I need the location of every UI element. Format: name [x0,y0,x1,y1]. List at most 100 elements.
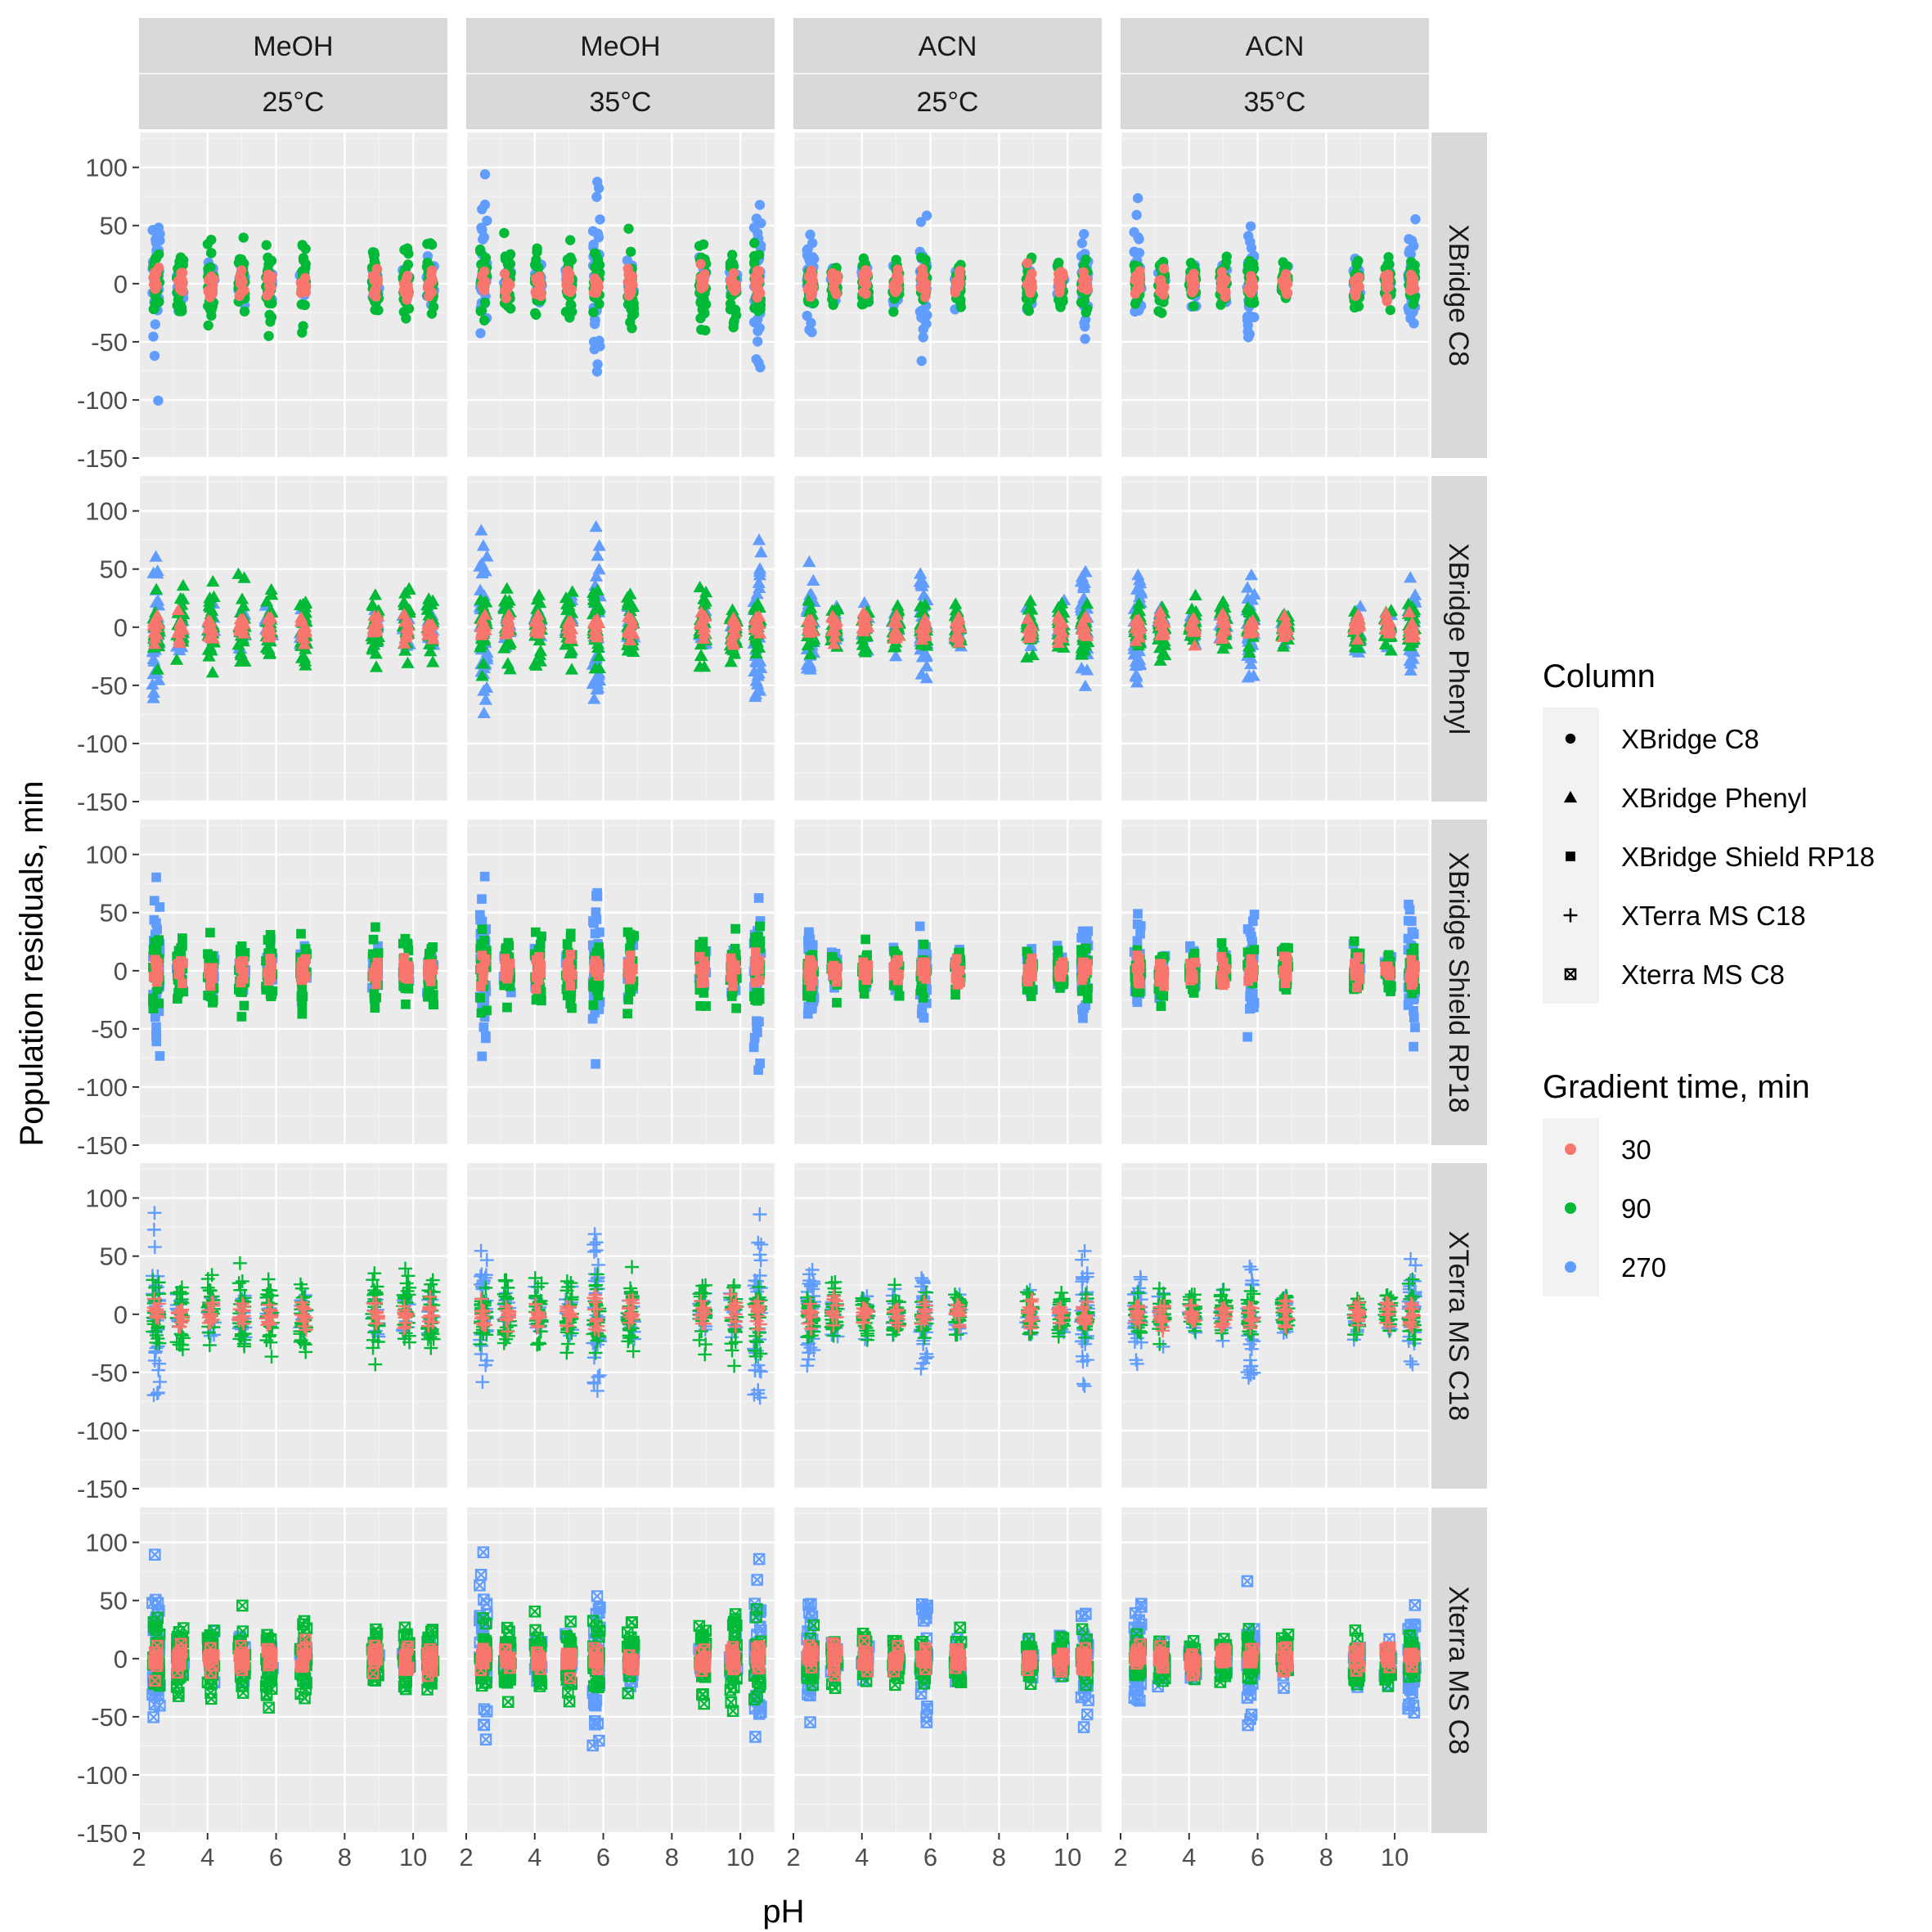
point-90 [565,999,576,1009]
point-270 [153,222,164,233]
point-90 [148,993,158,1004]
point-90 [205,262,216,272]
point-270 [1245,236,1256,247]
point-30 [804,281,815,291]
point-270 [588,239,599,250]
point-90 [175,252,186,263]
point-270 [753,336,763,347]
point-30 [1055,281,1066,292]
point-30 [950,287,961,298]
point-30 [1216,284,1227,295]
point-270 [1410,213,1421,225]
point-270 [916,356,927,366]
point-90 [529,259,541,270]
point-30 [695,258,706,269]
point-30 [399,953,410,963]
facet-panel-r1-c4 [1119,133,1430,460]
point-30 [562,969,573,980]
point-30 [750,272,761,282]
point-30 [1216,267,1227,277]
facet-panel-r2-c1 [137,476,448,803]
point-90 [477,924,487,935]
point-90 [628,931,638,941]
point-30 [371,963,381,973]
point-270 [148,331,159,342]
point-270 [150,1012,160,1022]
point-90 [627,323,637,334]
point-90 [296,299,307,310]
point-90 [371,922,380,932]
point-30 [402,961,413,971]
point-90 [205,247,217,258]
point-270 [149,350,160,362]
point-270 [1405,313,1416,324]
facet-panel-r2-c4 [1119,476,1430,803]
point-30 [402,284,414,295]
point-30 [860,289,871,299]
point-270 [754,200,766,210]
point-30 [755,288,766,299]
point-270 [155,1051,165,1061]
facet-panel-r1-c3 [792,133,1103,460]
point-270 [755,362,766,373]
point-30 [505,279,515,290]
point-270 [477,204,487,215]
point-30 [500,971,510,982]
point-90 [261,240,272,250]
point-30 [239,973,249,984]
point-90 [501,943,511,953]
point-30 [208,280,218,290]
point-30 [177,978,187,989]
point-90 [532,247,542,258]
point-30 [730,285,740,296]
point-90 [749,256,760,267]
facet-panel-r2-c2 [465,476,775,803]
point-30 [204,292,215,303]
point-90 [266,255,277,267]
point-90 [266,934,276,944]
point-30 [425,972,435,982]
facet-panel-r3-c2 [465,820,775,1147]
point-90 [239,306,250,317]
point-90 [479,935,489,946]
point-90 [531,309,541,320]
point-270 [589,344,600,355]
point-270 [151,1028,161,1039]
point-90 [1349,302,1360,313]
point-90 [369,249,380,260]
point-30 [623,290,634,301]
point-90 [1248,258,1259,269]
point-90 [955,297,966,308]
facet-panel-r1-c2 [465,133,775,460]
point-270 [1242,326,1253,337]
point-30 [625,273,636,284]
point-270 [589,918,599,928]
point-30 [531,984,541,995]
point-90 [237,987,247,997]
point-30 [1156,285,1166,297]
point-270 [479,1022,489,1032]
point-270 [1080,334,1090,344]
point-90 [203,991,213,1000]
point-90 [370,304,380,315]
point-30 [153,972,164,982]
point-30 [954,271,965,282]
point-30 [858,268,869,279]
point-270 [150,319,160,330]
point-30 [1278,281,1289,291]
point-30 [827,267,838,279]
point-90 [425,949,434,959]
point-90 [695,312,706,324]
point-30 [1354,272,1364,283]
point-30 [860,277,871,289]
point-30 [695,272,707,283]
point-270 [806,326,817,338]
point-90 [401,313,411,324]
point-270 [803,253,814,263]
point-30 [591,961,601,972]
point-270 [918,332,928,343]
point-270 [1076,238,1088,249]
point-90 [263,298,275,308]
point-30 [698,281,709,293]
point-30 [477,950,487,961]
